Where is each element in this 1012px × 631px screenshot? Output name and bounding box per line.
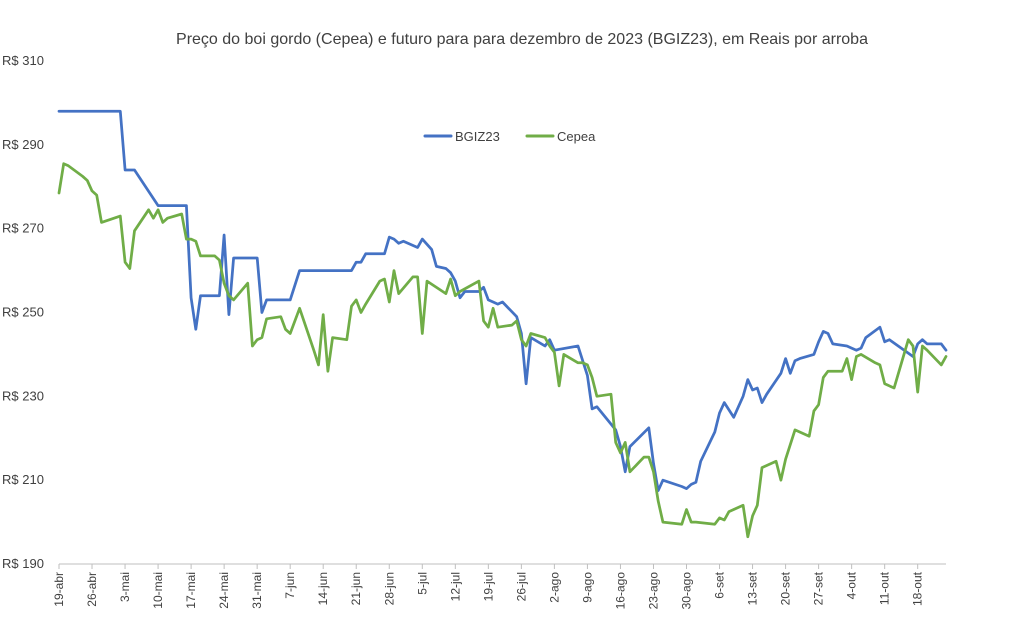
x-tick-label: 4-out — [845, 571, 859, 599]
legend-label-cepea: Cepea — [557, 129, 596, 144]
y-tick-label: R$ 250 — [2, 305, 44, 320]
y-tick-label: R$ 230 — [2, 388, 44, 403]
x-tick-label: 28-jun — [382, 572, 396, 605]
x-tick-label: 17-mai — [184, 572, 198, 609]
chart-title: Preço do boi gordo (Cepea) e futuro para… — [176, 31, 868, 48]
x-tick-label: 20-set — [779, 571, 793, 605]
y-tick-label: R$ 270 — [2, 221, 44, 236]
x-tick-label: 24-mai — [217, 572, 231, 609]
y-axis-ticks: R$ 190 R$ 210 R$ 230 R$ 250 R$ 270 R$ 290 R$ 3… — [2, 53, 44, 571]
x-tick-label: 19-abr — [52, 572, 66, 607]
x-tick-label: 14-jun — [316, 572, 330, 605]
x-axis-ticks: 19-abr 26-abr 3-mai 10-mai 17-mai 24-mai 31-ma… — [52, 564, 925, 609]
y-tick-label: R$ 290 — [2, 137, 44, 152]
x-tick-label: 11-out — [878, 571, 892, 605]
x-tick-label: 16-ago — [613, 572, 627, 610]
series-line-cepea — [57, 162, 948, 539]
x-tick-label: 27-set — [812, 571, 826, 605]
x-tick-label: 10-mai — [151, 572, 165, 609]
x-tick-label: 21-jun — [349, 572, 363, 605]
y-tick-label: R$ 310 — [2, 53, 44, 68]
x-tick-label: 26-jul — [514, 572, 528, 601]
x-tick-label: 31-mai — [250, 572, 264, 609]
y-tick-label: R$ 190 — [2, 556, 44, 571]
legend-label-bgiz23: BGIZ23 — [455, 129, 500, 144]
x-tick-label: 9-ago — [580, 572, 594, 603]
x-tick-label: 5-jul — [415, 572, 429, 595]
x-tick-label: 13-set — [746, 571, 760, 605]
x-tick-label: 12-jul — [448, 572, 462, 601]
series-line-bgiz23 — [57, 109, 948, 492]
x-tick-label: 2-ago — [547, 572, 561, 603]
x-tick-label: 30-ago — [680, 572, 694, 610]
series-lines — [57, 109, 948, 539]
x-tick-label: 26-abr — [85, 572, 99, 607]
x-tick-label: 18-out — [911, 571, 925, 606]
x-tick-label: 3-mai — [118, 572, 132, 602]
y-tick-label: R$ 210 — [2, 472, 44, 487]
x-tick-label: 23-ago — [646, 572, 660, 610]
x-tick-label: 7-jun — [283, 572, 297, 599]
legend: BGIZ23 Cepea — [423, 129, 596, 144]
x-tick-label: 19-jul — [481, 572, 495, 601]
x-tick-label: 6-set — [713, 571, 727, 598]
